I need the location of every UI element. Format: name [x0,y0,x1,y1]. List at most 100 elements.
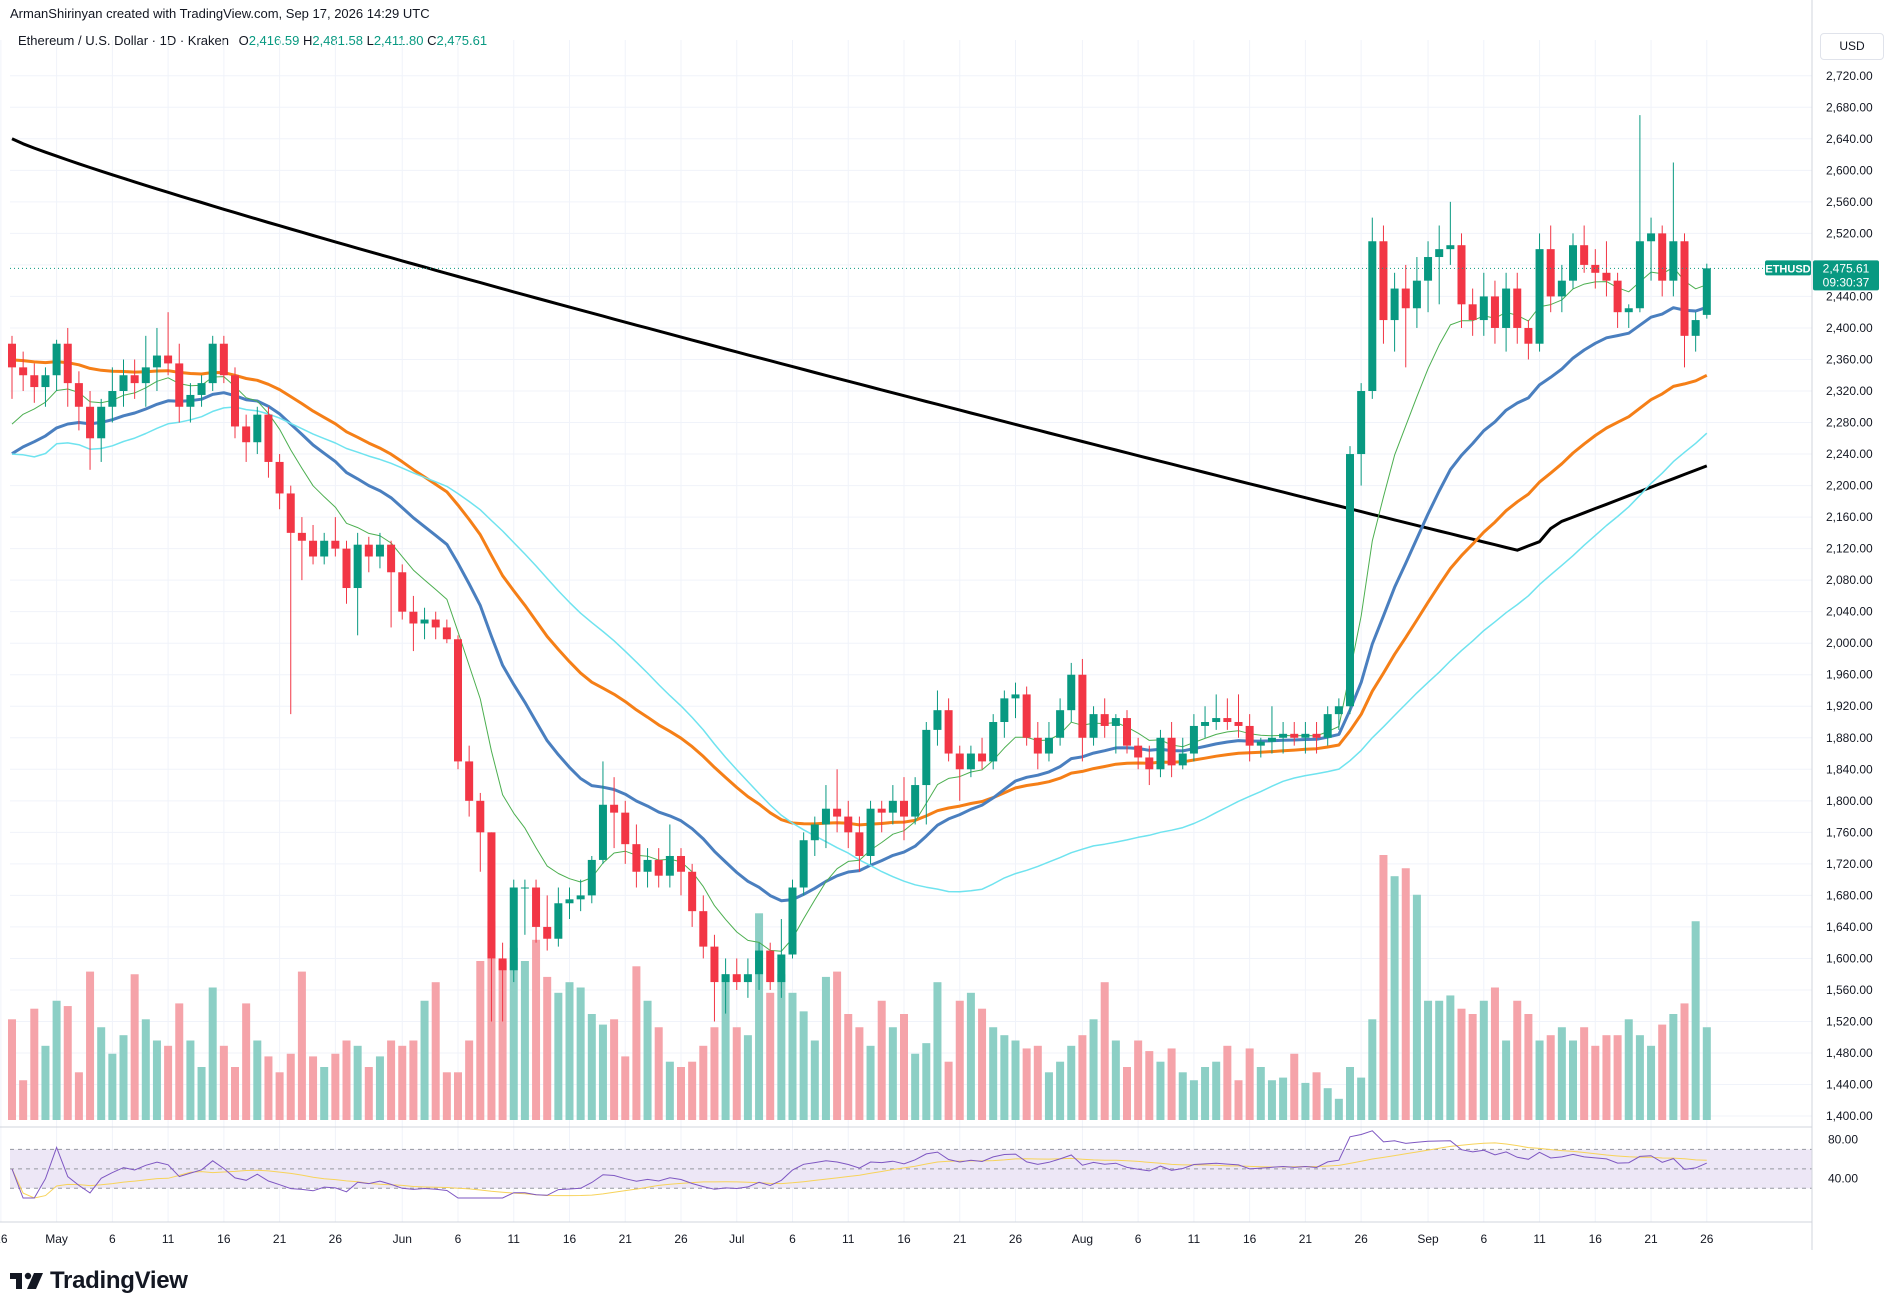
candle-body [888,800,897,813]
candle-body [297,532,306,541]
currency-button[interactable]: USD [1820,33,1884,60]
volume-bar [721,974,730,1120]
time-tick-label: 26 [1354,1232,1368,1246]
candle-body [1435,249,1444,258]
candle-body [777,954,786,983]
volume-bar [598,1024,607,1120]
volume-bar [1201,1067,1210,1120]
chart-attribution: ArmanShirinyan created with TradingView.… [10,6,430,21]
candle-body [532,887,541,927]
candle-body [1647,233,1656,242]
candle-body [1468,304,1477,321]
candle-body [1245,725,1254,746]
candle-body [1256,741,1265,746]
candle-body [576,895,585,900]
tradingview-brand[interactable]: TradingView [10,1267,188,1295]
volume-bar [130,974,139,1120]
volume-bar [186,1040,195,1120]
candle-body [1044,737,1053,754]
volume-bar [766,992,775,1120]
volume-bar [342,1040,351,1120]
candle-body [966,753,975,770]
price-tick-label: 1,800.00 [1826,794,1873,808]
time-tick-label: 26 [0,1232,8,1246]
price-tick-label: 2,360.00 [1826,352,1873,366]
volume-bar [1691,921,1700,1120]
candle-body [1145,757,1154,770]
volume-bar [1234,1080,1243,1120]
time-tick-label: 16 [897,1232,911,1246]
volume-bar [1580,1027,1589,1120]
candle-body [621,812,630,845]
price-tick-label: 1,440.00 [1826,1078,1873,1092]
time-tick-label: 21 [953,1232,967,1246]
volume-bar [454,1072,462,1120]
time-tick-label: 11 [162,1232,175,1246]
candle-body [1602,272,1611,281]
volume-bar [554,992,563,1120]
symbol-title[interactable]: Ethereum / U.S. Dollar · 1D · Kraken [18,33,229,48]
time-tick-label: Aug [1072,1232,1093,1246]
candle-body [978,753,987,762]
volume-bar [699,1045,708,1120]
time-tick-label: 26 [329,1232,343,1246]
price-tick-label: 2,640.00 [1826,132,1873,146]
price-tick-label: 2,000.00 [1826,636,1873,650]
candle-body [1613,280,1622,313]
volume-bar [1446,995,1455,1120]
candle-body [587,859,596,896]
ma-blue-line [11,305,1708,903]
candle-body [1569,245,1577,281]
volume-bar [543,976,552,1120]
volume-bar [821,976,830,1120]
volume-bar [788,992,797,1120]
candle-body [1524,327,1533,344]
candle-body [1401,288,1410,309]
time-tick-label: 26 [1009,1232,1023,1246]
candle-body [1680,241,1689,336]
candle-body [108,391,117,407]
candle-body [231,375,239,427]
candle-body [1580,245,1589,265]
volume-bar [1479,1000,1488,1120]
time-tick-label: Jun [393,1232,412,1246]
time-tick-label: 11 [508,1232,521,1246]
candle-body [933,710,942,730]
volume-bar [420,1000,429,1120]
volume-bar [610,1019,619,1120]
volume-bar [1535,1040,1544,1120]
price-tick-label: 1,640.00 [1826,920,1873,934]
volume-bar [576,987,585,1120]
volume-bar [1591,1045,1600,1120]
candle-body [175,363,184,407]
volume-bar [242,1003,251,1120]
price-tick-label: 2,440.00 [1826,289,1873,303]
volume-bar [1379,855,1388,1120]
volume-bar [8,1019,16,1120]
rsi-tick-label: 40.00 [1828,1172,1858,1186]
rsi-pane: 80.00 40.00 [0,1126,1858,1223]
volume-bar [688,1061,697,1120]
volume-bar [465,1040,474,1120]
volume-bar [587,1014,596,1120]
candle-body [743,974,752,983]
volume-bar [1680,1003,1689,1120]
candle-body [1290,733,1299,738]
volume-bar [565,982,574,1120]
price-tick-label: 2,280.00 [1826,416,1873,430]
candle-body [944,710,953,754]
volume-bar [978,1008,987,1120]
volume-bar [1111,1040,1120,1120]
candle-body [1424,257,1433,281]
candle-body [1067,674,1076,711]
candle-body [1357,391,1366,455]
price-tick-label: 2,080.00 [1826,573,1873,587]
volume-bar [833,971,842,1120]
volume-bar [509,947,518,1120]
price-tick-label: 1,880.00 [1826,731,1873,745]
time-tick-label: 11 [842,1232,855,1246]
candle-body [1457,245,1466,305]
time-tick-label: 6 [1480,1232,1487,1246]
price-tick-label: 1,400.00 [1826,1109,1873,1123]
